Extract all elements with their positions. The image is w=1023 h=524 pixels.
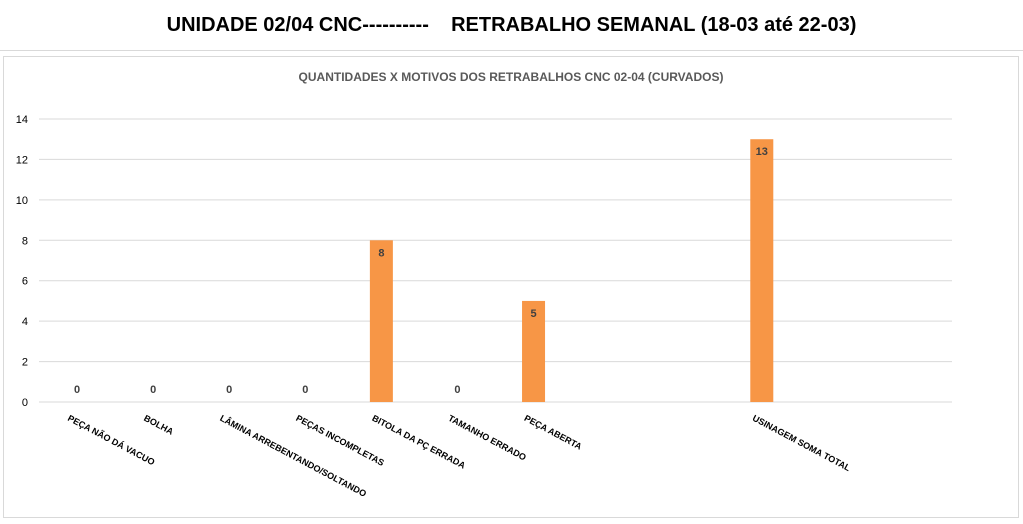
y-tick-label: 2 xyxy=(22,357,28,369)
data-label: 0 xyxy=(454,384,460,396)
data-label: 0 xyxy=(226,384,232,396)
x-tick-label: BOLHA xyxy=(142,413,175,437)
bars xyxy=(369,139,774,402)
bar xyxy=(522,300,546,402)
data-label: 8 xyxy=(378,247,384,259)
y-tick-label: 6 xyxy=(22,276,28,288)
bar xyxy=(750,139,774,402)
y-tick-label: 4 xyxy=(22,316,28,328)
y-axis-ticks: 0 2 4 6 8 10 12 14 xyxy=(16,114,28,409)
x-tick-label: LÂMINA ARREBENTANDO/SOLTANDO xyxy=(218,412,368,499)
data-labels: 0 0 0 0 8 0 5 13 xyxy=(74,146,768,396)
y-tick-label: 0 xyxy=(22,397,28,409)
y-tick-label: 10 xyxy=(16,195,28,207)
y-tick-label: 14 xyxy=(16,114,28,126)
gridlines xyxy=(39,118,952,403)
data-label: 0 xyxy=(74,384,80,396)
chart-title: QUANTIDADES X MOTIVOS DOS RETRABALHOS CN… xyxy=(299,70,724,84)
chart-frame: QUANTIDADES X MOTIVOS DOS RETRABALHOS CN… xyxy=(3,56,1019,518)
bar xyxy=(369,240,393,402)
y-tick-label: 12 xyxy=(16,154,28,166)
x-tick-label: TAMANHO ERRADO xyxy=(447,413,528,463)
data-label: 13 xyxy=(756,146,768,158)
y-tick-label: 8 xyxy=(22,235,28,247)
bar-chart: QUANTIDADES X MOTIVOS DOS RETRABALHOS CN… xyxy=(16,70,952,499)
x-tick-label: USINAGEM SOMA TOTAL xyxy=(751,413,853,473)
x-tick-label: PEÇA ABERTA xyxy=(523,413,584,452)
data-label: 0 xyxy=(302,384,308,396)
page-title: UNIDADE 02/04 CNC---------- RETRABALHO S… xyxy=(0,0,1023,51)
data-label: 5 xyxy=(530,308,536,320)
data-label: 0 xyxy=(150,384,156,396)
